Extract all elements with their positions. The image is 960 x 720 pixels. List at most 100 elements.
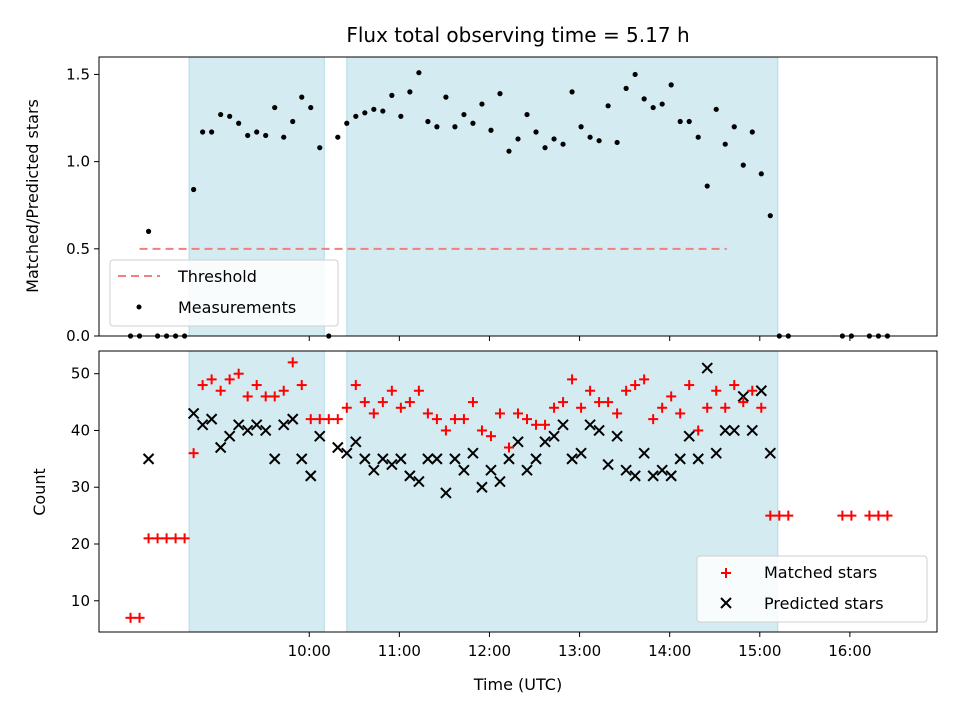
- predicted-star-point: [232, 419, 245, 431]
- predicted-star-point: [404, 470, 416, 482]
- matched-star-point: [440, 425, 451, 436]
- x-tick-label: 15:00: [738, 642, 781, 660]
- predicted-stars-points: [142, 362, 777, 499]
- matched-star-point: [332, 414, 343, 425]
- predicted-star-point: [665, 470, 677, 482]
- measurement-point: [236, 120, 242, 126]
- measurement-point: [389, 92, 395, 98]
- predicted-star-point: [539, 436, 551, 448]
- chart-title: Flux total observing time = 5.17 h: [346, 23, 689, 47]
- matched-star-point: [711, 385, 722, 396]
- matched-star-point: [693, 425, 704, 436]
- predicted-star-point: [413, 475, 425, 488]
- measurement-point: [218, 111, 224, 118]
- matched-star-point: [395, 402, 406, 413]
- predicted-star-point: [575, 447, 587, 459]
- measurement-point: [542, 145, 548, 151]
- matched-star-point: [413, 385, 424, 396]
- predicted-star-point: [647, 470, 659, 482]
- measurement-point: [515, 136, 521, 142]
- legend-matched-swatch: [721, 568, 731, 578]
- top-legend: Threshold Measurements: [109, 259, 339, 327]
- matched-star-point: [260, 391, 271, 402]
- predicted-star-point: [449, 453, 461, 465]
- predicted-star-point: [557, 419, 569, 431]
- measurement-point: [578, 124, 584, 130]
- matched-star-point: [648, 414, 659, 425]
- measurement-point: [425, 118, 431, 125]
- matched-star-point: [368, 408, 379, 419]
- top-x-ticks: [308, 336, 851, 341]
- matched-star-point: [567, 374, 578, 385]
- bottom-axes-frame: [98, 350, 938, 633]
- measurement-point: [731, 124, 737, 130]
- measurement-point: [434, 124, 440, 130]
- measurement-point: [380, 108, 386, 114]
- matched-star-point: [576, 402, 587, 413]
- x-tick-label: 11:00: [378, 642, 421, 660]
- measurement-point: [470, 120, 476, 126]
- measurement-point: [695, 134, 701, 140]
- predicted-star-point: [431, 453, 443, 465]
- bottom-panel: 10 20 30 40 50 10:00 11:00 12:00 13:00 14:00 15:0…: [30, 350, 938, 694]
- measurement-point: [524, 111, 530, 118]
- matched-star-point: [639, 374, 650, 385]
- measurement-point: [605, 103, 611, 109]
- predicted-star-point: [142, 453, 155, 465]
- observing-window-bottom-0: [188, 350, 325, 633]
- measurement-point: [749, 129, 755, 135]
- predicted-star-point: [602, 458, 614, 471]
- measurement-point: [713, 106, 719, 112]
- legend-measurements-label: Measurements: [178, 298, 296, 317]
- matched-star-point: [612, 408, 623, 419]
- measurement-point: [479, 101, 485, 107]
- matched-star-point: [630, 380, 641, 391]
- predicted-star-point: [467, 447, 479, 459]
- matched-star-point: [188, 448, 199, 459]
- matched-star-point: [242, 391, 253, 402]
- measurement-point: [263, 132, 269, 139]
- measurement-point: [362, 110, 368, 116]
- predicted-star-point: [341, 447, 353, 459]
- measurement-point: [317, 145, 323, 151]
- matched-star-point: [467, 397, 478, 408]
- predicted-star-point: [755, 385, 767, 397]
- matched-star-point: [170, 533, 181, 544]
- bottom-x-axis: 10:00 11:00 12:00 13:00 14:00 15:00 16:00: [288, 632, 872, 660]
- matched-star-point: [765, 510, 776, 521]
- matched-star-point: [783, 510, 794, 521]
- matched-star-point: [756, 402, 767, 413]
- predicted-star-point: [638, 447, 650, 459]
- matched-star-point: [549, 402, 560, 413]
- matched-star-point: [287, 357, 298, 368]
- measurement-point: [371, 106, 377, 112]
- predicted-star-point: [314, 430, 326, 442]
- legend-predicted-swatch: [720, 597, 732, 609]
- matched-star-point: [558, 397, 569, 408]
- matched-star-point: [125, 612, 136, 623]
- predicted-star-point: [422, 453, 434, 465]
- matched-star-point: [747, 385, 758, 396]
- predicted-star-point: [521, 464, 533, 476]
- measurement-point: [245, 132, 251, 139]
- matched-star-point: [774, 510, 785, 521]
- predicted-star-point: [214, 441, 227, 454]
- matched-star-point: [702, 402, 713, 413]
- measurement-point: [551, 136, 557, 142]
- matched-star-point: [720, 402, 731, 413]
- matched-star-point: [224, 374, 235, 385]
- top-y-label: Matched/Predicted stars: [23, 99, 42, 293]
- bottom-y-tick-label: 40: [71, 421, 90, 439]
- predicted-star-point: [287, 413, 299, 425]
- predicted-star-point: [548, 430, 560, 442]
- legend-measurements-swatch: [136, 304, 142, 310]
- matched-star-point: [846, 510, 857, 521]
- measurement-point: [227, 113, 233, 119]
- matched-star-point: [585, 385, 596, 396]
- matched-star-point: [134, 612, 145, 623]
- matched-star-point: [684, 380, 695, 391]
- measurement-point: [677, 118, 683, 125]
- matched-star-point: [278, 385, 289, 396]
- matched-star-point: [476, 425, 487, 436]
- measurement-point: [488, 127, 494, 133]
